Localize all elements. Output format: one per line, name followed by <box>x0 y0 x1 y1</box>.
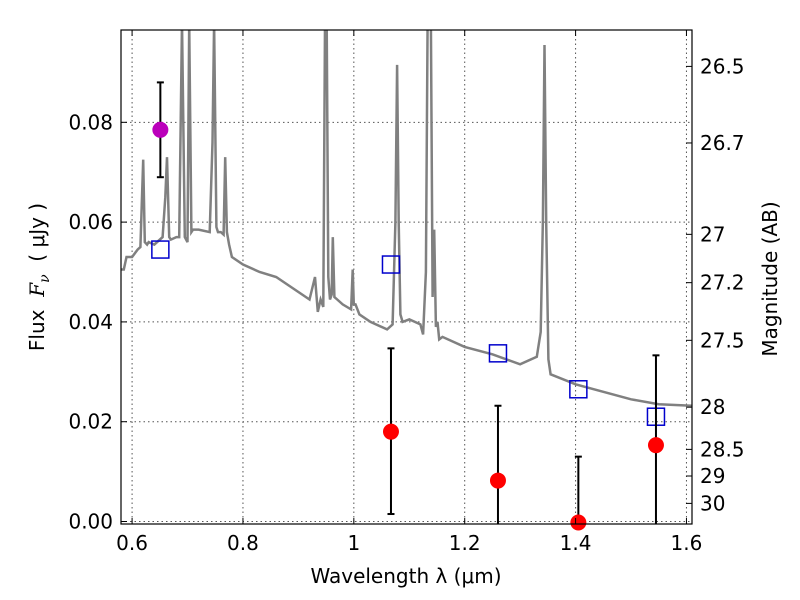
model-squares <box>151 240 666 426</box>
y2-axis-label: Magnitude (AB) <box>758 201 782 356</box>
y-tick-label: 0.06 <box>68 210 113 234</box>
y-tick-label: 0.00 <box>68 510 113 534</box>
measured-point <box>647 437 664 454</box>
axis-ticks <box>121 30 692 524</box>
measured-point <box>489 472 506 489</box>
y2-tick-label: 26.5 <box>700 54 745 78</box>
model-square <box>569 380 588 399</box>
y2-tick-label: 27.5 <box>700 328 745 352</box>
y-axis-label-subscript: ν <box>37 274 53 283</box>
x-tick-label: 1 <box>347 531 360 555</box>
x-axis-label: Wavelength λ (μm) <box>310 564 501 588</box>
measured-point <box>570 514 587 531</box>
y-tick-label: 0.08 <box>68 110 113 134</box>
grid <box>121 30 692 524</box>
y-tick-label: 0.02 <box>68 410 113 434</box>
y2-tick-label: 28.5 <box>700 437 745 461</box>
y2-tick-label: 29 <box>700 464 725 488</box>
y-tick-label: 0.04 <box>68 310 113 334</box>
spectrum-line <box>121 30 692 407</box>
measured-point <box>152 121 169 138</box>
model-square <box>488 344 508 363</box>
model-square <box>381 255 401 274</box>
x-tick-label: 1.4 <box>560 531 592 555</box>
y2-tick-label: 28 <box>700 395 725 419</box>
x-tick-label: 1.2 <box>449 531 481 555</box>
plot-frame <box>120 29 693 525</box>
y2-tick-label: 30 <box>700 491 725 515</box>
measured-point <box>382 423 399 440</box>
tick-labels: 0.6 0.8 1 1.2 1.4 1.6 0.00 0.02 0.04 0.06 0.08 26.5… <box>68 54 744 555</box>
y-axis-label-suffix: ( μJy ) <box>25 203 49 275</box>
measured-points <box>152 81 664 531</box>
y-axis-label: Flux Fν ( μJy ) <box>25 203 53 351</box>
x-tick-label: 0.8 <box>227 531 259 555</box>
model-square <box>151 240 170 259</box>
x-tick-label: 0.6 <box>116 531 148 555</box>
y-axis-label-symbol: F <box>25 282 49 298</box>
y2-tick-label: 27 <box>700 222 725 246</box>
y-axis-label-prefix: Flux <box>25 297 49 351</box>
y2-tick-label: 26.7 <box>700 131 745 155</box>
x-tick-label: 1.6 <box>671 531 703 555</box>
y2-tick-label: 27.2 <box>700 271 745 295</box>
plot-area <box>121 30 692 426</box>
